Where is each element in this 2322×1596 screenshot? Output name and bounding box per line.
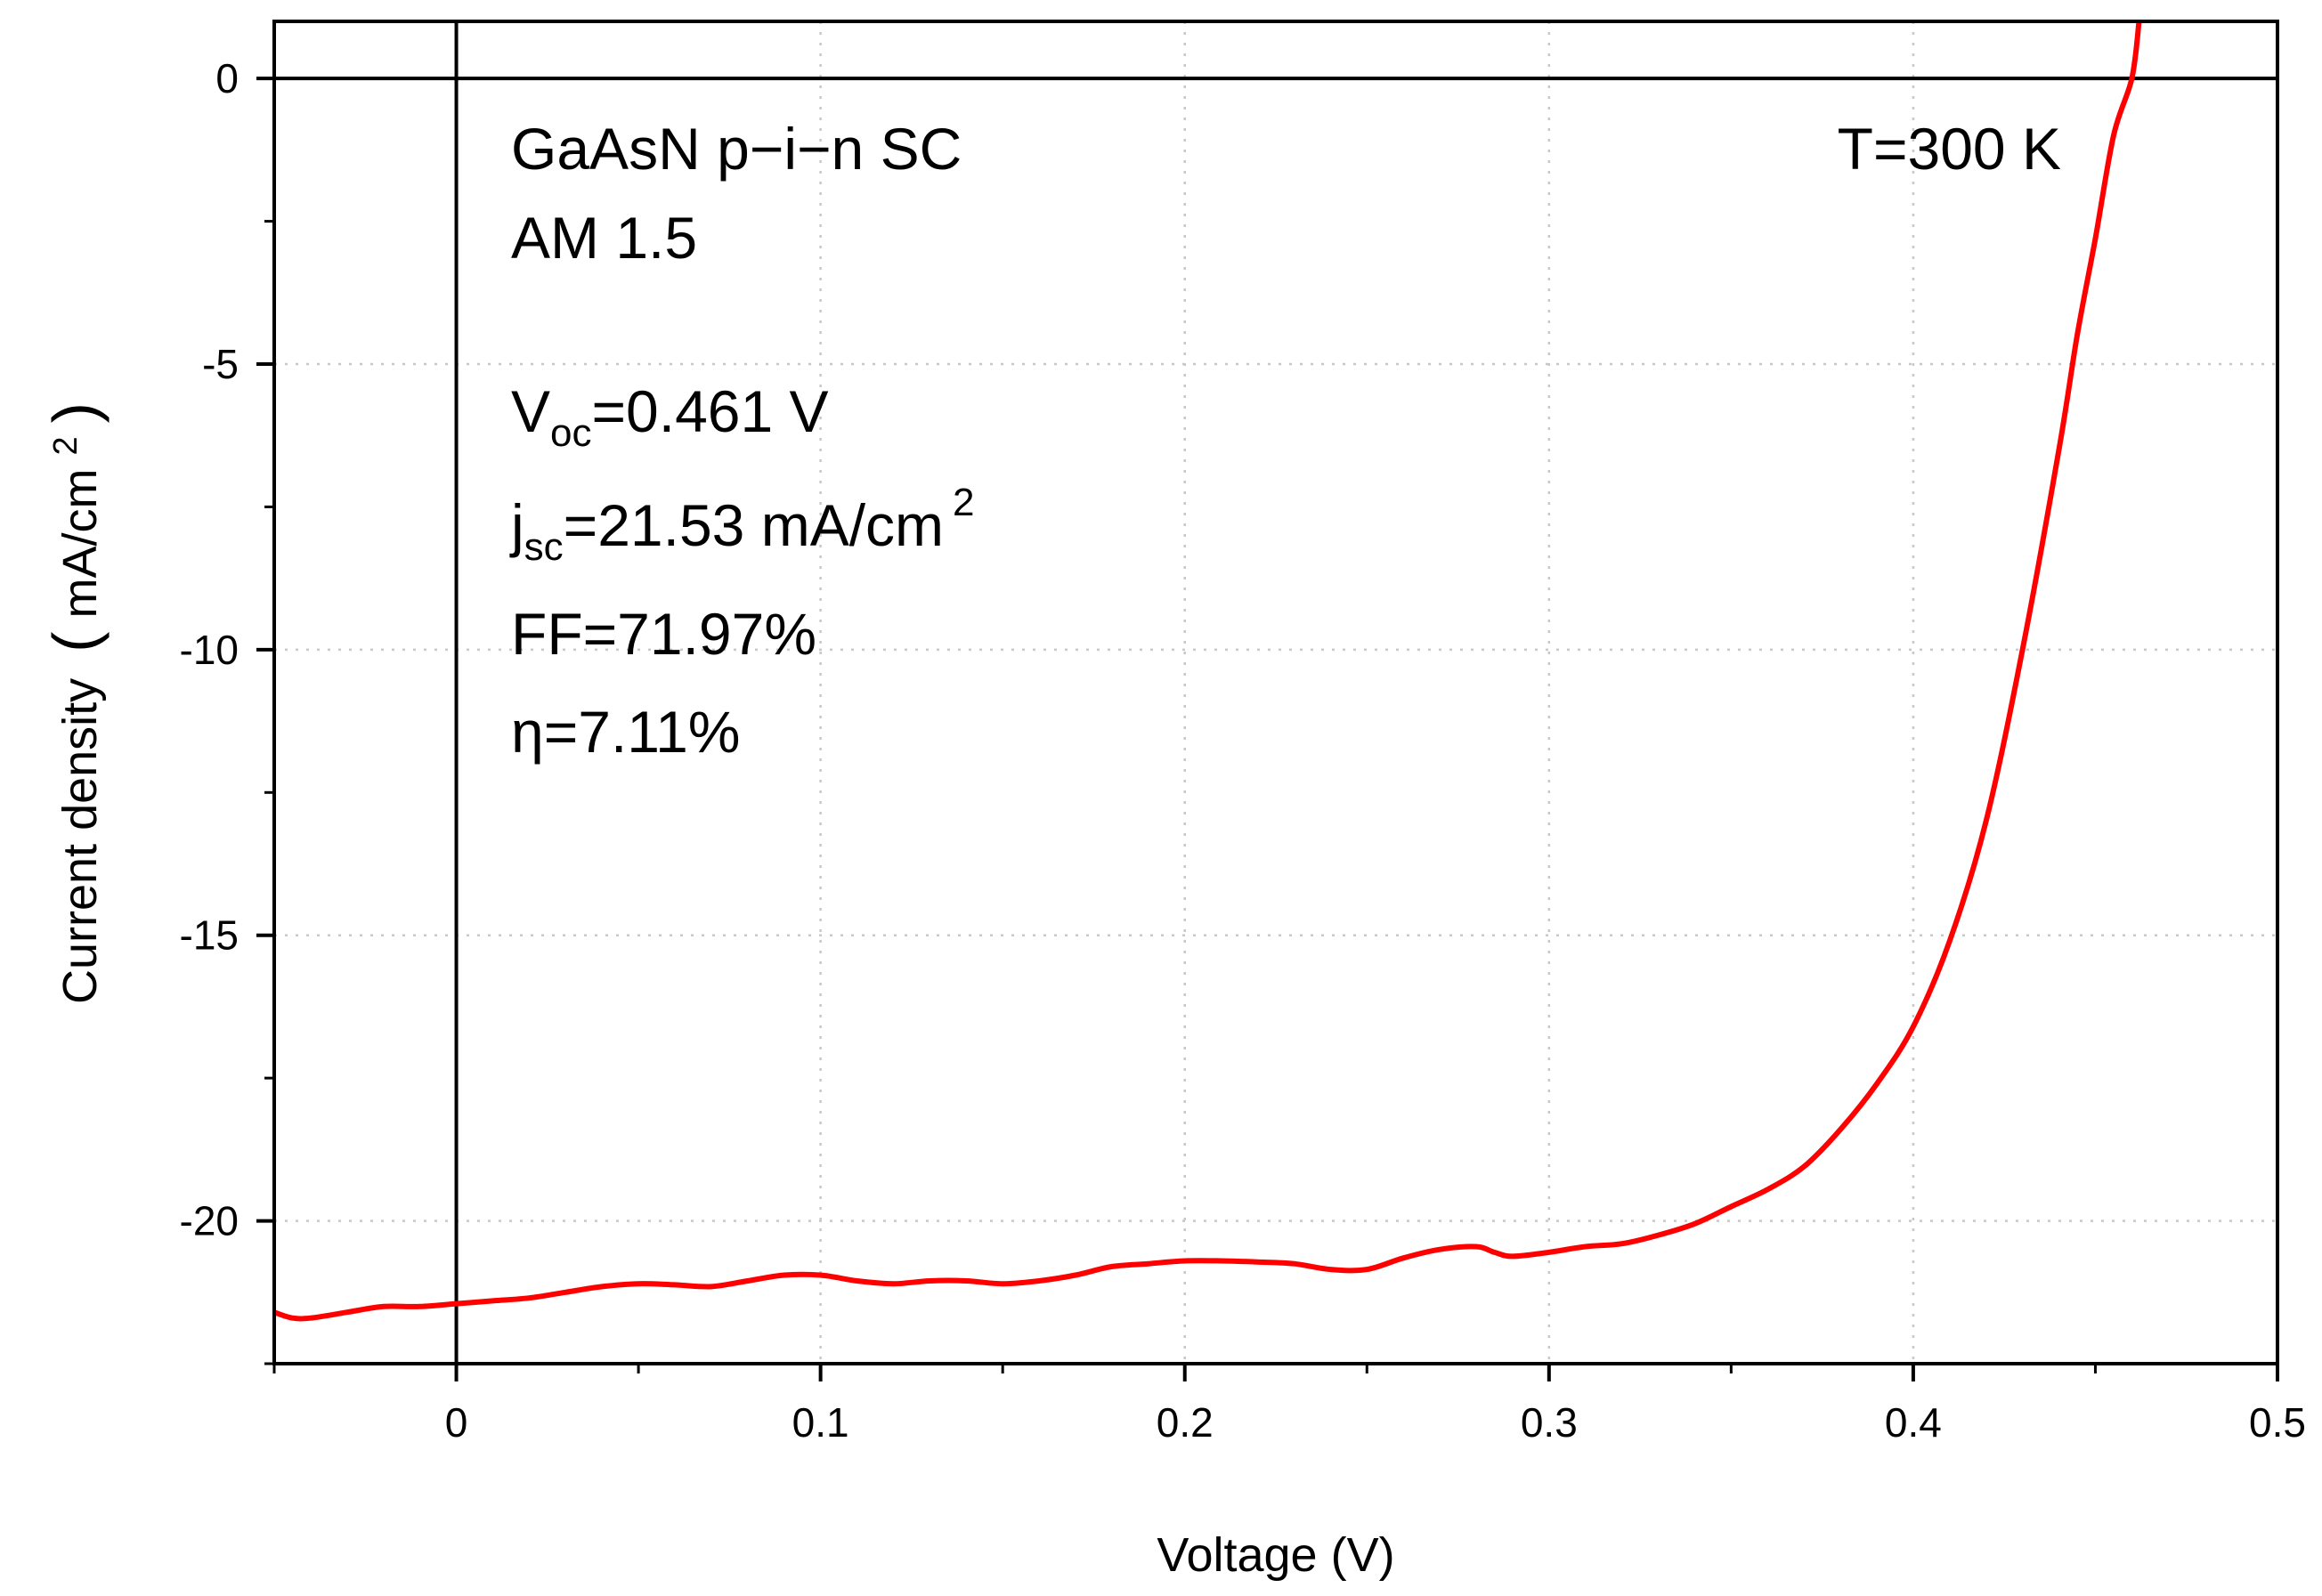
y-axis-title: Current density ( mA/cm 2 ) bbox=[34, 402, 110, 1004]
voc-sub: oc bbox=[550, 411, 591, 455]
annotation-voc: Voc=0.461 V bbox=[511, 378, 829, 455]
y-axis-title-text: Current density ( mA/cm 2 ) bbox=[34, 402, 110, 1004]
y-axis-paren-close: ) bbox=[40, 402, 110, 423]
y-tick-label: -15 bbox=[180, 912, 239, 959]
y-axis-unit-sup: 2 bbox=[47, 436, 85, 455]
annotation-jsc: jsc=21.53 mA/cm 2 bbox=[509, 481, 975, 569]
voc-base: V bbox=[511, 378, 550, 444]
voc-value: =0.461 V bbox=[592, 378, 829, 444]
jsc-sub: sc bbox=[524, 525, 564, 569]
x-tick-label: 0.4 bbox=[1885, 1399, 1942, 1446]
y-axis-unit: mA/cm bbox=[53, 468, 107, 618]
y-axis-quantity: Current density bbox=[53, 678, 107, 1004]
annotation-device: GaAsN p−i−n SC bbox=[511, 116, 962, 182]
zero-lines bbox=[274, 21, 2277, 1364]
jsc-base: j bbox=[509, 492, 524, 558]
annotation-ff: FF=71.97% bbox=[511, 601, 816, 667]
x-axis-title: Voltage (V) bbox=[1157, 1528, 1394, 1582]
x-tick-label: 0 bbox=[445, 1399, 468, 1446]
series-layer bbox=[274, 21, 2142, 1322]
annotation-eta: η=7.11% bbox=[511, 699, 741, 765]
x-tick-label: 0.3 bbox=[1521, 1399, 1578, 1446]
plot-frame bbox=[272, 20, 2279, 1365]
jv-curve-line bbox=[274, 21, 2142, 1322]
x-tick-label: 0.1 bbox=[792, 1399, 849, 1446]
jsc-sup: 2 bbox=[953, 481, 974, 524]
x-tick-label: 0.5 bbox=[2249, 1399, 2306, 1446]
tick-labels: 0 0.1 0.2 0.3 0.4 0.5 0 -5 -10 -15 -20 bbox=[180, 55, 2306, 1446]
x-tick-label: 0.2 bbox=[1157, 1399, 1214, 1446]
axis-ticks bbox=[256, 77, 2279, 1381]
y-tick-label: 0 bbox=[215, 55, 239, 101]
y-tick-label: -20 bbox=[180, 1198, 239, 1244]
y-tick-label: -10 bbox=[180, 627, 239, 673]
y-tick-label: -5 bbox=[202, 341, 239, 387]
annotation-temperature: T=300 K bbox=[1838, 116, 2061, 182]
y-axis-paren-open: ( bbox=[40, 632, 110, 652]
jsc-value: =21.53 mA/cm bbox=[564, 492, 944, 558]
annotation-spectrum: AM 1.5 bbox=[511, 205, 697, 271]
grid-lines bbox=[274, 21, 2277, 1364]
